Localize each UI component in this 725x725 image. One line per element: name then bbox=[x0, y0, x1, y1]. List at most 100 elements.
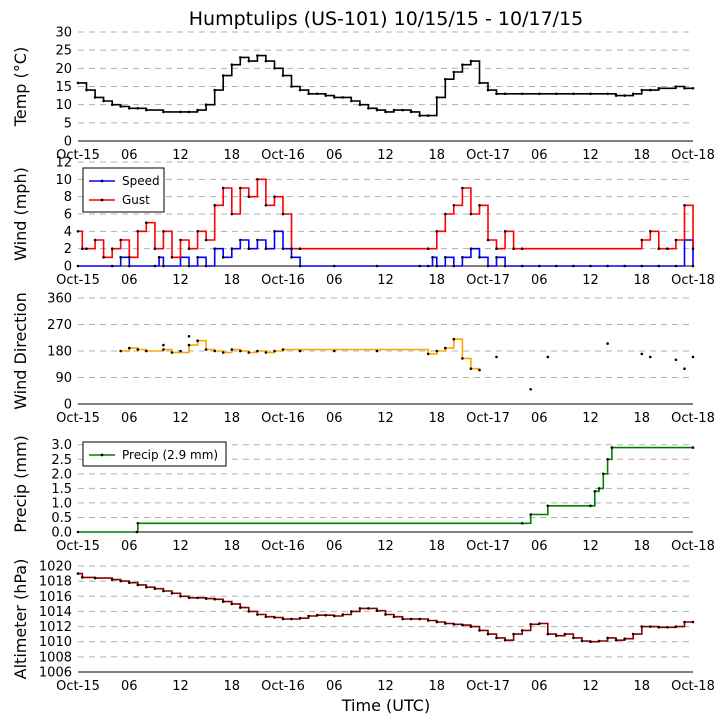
data-point bbox=[128, 255, 131, 259]
y-tick-label: 6 bbox=[64, 208, 72, 223]
data-point bbox=[273, 195, 276, 198]
data-point bbox=[333, 349, 336, 353]
data-point bbox=[495, 92, 498, 96]
data-point bbox=[230, 247, 234, 250]
data-point bbox=[593, 490, 597, 493]
data-point bbox=[486, 238, 490, 242]
x-tick-label: 12 bbox=[582, 411, 599, 426]
data-point bbox=[315, 613, 319, 617]
y-tick-label: 5 bbox=[64, 116, 72, 131]
series-direction-line bbox=[120, 338, 481, 371]
data-point bbox=[119, 349, 122, 353]
data-point bbox=[614, 638, 618, 642]
data-point bbox=[136, 583, 140, 587]
x-tick-label: Oct-17 bbox=[466, 411, 510, 426]
y-tick-label: 30 bbox=[55, 26, 72, 41]
data-point bbox=[76, 530, 80, 534]
data-point bbox=[444, 255, 447, 259]
data-point bbox=[426, 114, 430, 117]
x-tick-label: Oct-15 bbox=[56, 679, 100, 694]
x-tick-label: Oct-18 bbox=[671, 539, 715, 554]
y-axis-label: Altimeter (hPa) bbox=[11, 559, 30, 680]
x-tick-label: 18 bbox=[223, 411, 240, 426]
x-tick-label: Oct-17 bbox=[466, 539, 510, 554]
data-point bbox=[76, 572, 80, 575]
x-tick-label: Oct-16 bbox=[261, 679, 305, 694]
data-point bbox=[478, 255, 481, 259]
x-tick-label: Oct-15 bbox=[56, 539, 100, 554]
data-point bbox=[572, 264, 575, 268]
y-tick-label: 0 bbox=[64, 398, 72, 413]
y-tick-label: 1.5 bbox=[51, 482, 72, 497]
data-point bbox=[563, 632, 567, 636]
data-point bbox=[102, 99, 105, 103]
data-point bbox=[213, 204, 216, 207]
data-point bbox=[196, 255, 199, 259]
data-point bbox=[298, 247, 302, 250]
data-point bbox=[469, 367, 473, 371]
data-point bbox=[444, 77, 447, 81]
data-point bbox=[418, 114, 422, 117]
data-point bbox=[85, 88, 88, 92]
data-point bbox=[426, 352, 430, 356]
y-axis-label: Wind (mph) bbox=[11, 167, 30, 261]
y-tick-label: 1018 bbox=[39, 575, 72, 590]
x-tick-label: 12 bbox=[172, 679, 189, 694]
data-point bbox=[435, 620, 439, 624]
y-tick-label: 360 bbox=[47, 292, 72, 307]
x-tick-label: 12 bbox=[377, 679, 394, 694]
data-point bbox=[546, 504, 550, 508]
x-tick-label: 06 bbox=[326, 148, 343, 163]
data-point bbox=[128, 107, 131, 110]
data-point bbox=[221, 186, 225, 190]
data-point bbox=[444, 212, 447, 216]
data-point bbox=[81, 247, 84, 250]
data-point bbox=[606, 636, 609, 640]
data-point bbox=[157, 255, 161, 259]
data-point bbox=[691, 620, 695, 624]
data-point bbox=[538, 622, 541, 625]
data-point bbox=[153, 587, 157, 590]
data-point bbox=[683, 204, 686, 207]
data-point bbox=[452, 70, 456, 74]
y-tick-label: 2 bbox=[64, 242, 72, 257]
data-point bbox=[221, 74, 225, 77]
legend-label: Speed bbox=[122, 174, 160, 188]
x-tick-label: 06 bbox=[121, 539, 138, 554]
x-tick-label: 18 bbox=[428, 273, 445, 288]
data-point bbox=[264, 351, 268, 354]
x-tick-label: 12 bbox=[172, 273, 189, 288]
data-point bbox=[444, 622, 447, 625]
data-point bbox=[589, 640, 592, 643]
x-tick-label: 06 bbox=[326, 411, 343, 426]
x-tick-label: Oct-16 bbox=[261, 273, 305, 288]
data-point bbox=[452, 204, 456, 207]
data-point bbox=[512, 632, 515, 636]
x-tick-label: 06 bbox=[531, 679, 548, 694]
data-point bbox=[572, 636, 575, 640]
x-tick-label: Oct-15 bbox=[56, 273, 100, 288]
data-point bbox=[213, 88, 216, 92]
data-point bbox=[606, 264, 609, 268]
data-point bbox=[128, 346, 131, 350]
x-tick-label: 06 bbox=[326, 539, 343, 554]
data-point bbox=[239, 349, 242, 353]
data-point bbox=[196, 596, 199, 600]
x-tick-label: Oct-17 bbox=[466, 148, 510, 163]
x-tick-label: 06 bbox=[531, 148, 548, 163]
x-tick-label: Oct-15 bbox=[56, 148, 100, 163]
y-tick-label: 270 bbox=[47, 318, 72, 333]
data-point bbox=[298, 616, 302, 620]
legend-marker bbox=[100, 453, 104, 457]
x-tick-label: 12 bbox=[582, 679, 599, 694]
y-tick-label: 4 bbox=[64, 225, 72, 240]
data-point bbox=[384, 613, 387, 616]
x-tick-label: 18 bbox=[223, 148, 240, 163]
y-axis-label: Wind Direction bbox=[11, 292, 30, 410]
x-tick-label: 06 bbox=[121, 411, 138, 426]
data-point bbox=[503, 638, 507, 642]
data-point bbox=[204, 348, 208, 351]
x-tick-label: Oct-18 bbox=[671, 273, 715, 288]
data-point bbox=[298, 88, 302, 92]
